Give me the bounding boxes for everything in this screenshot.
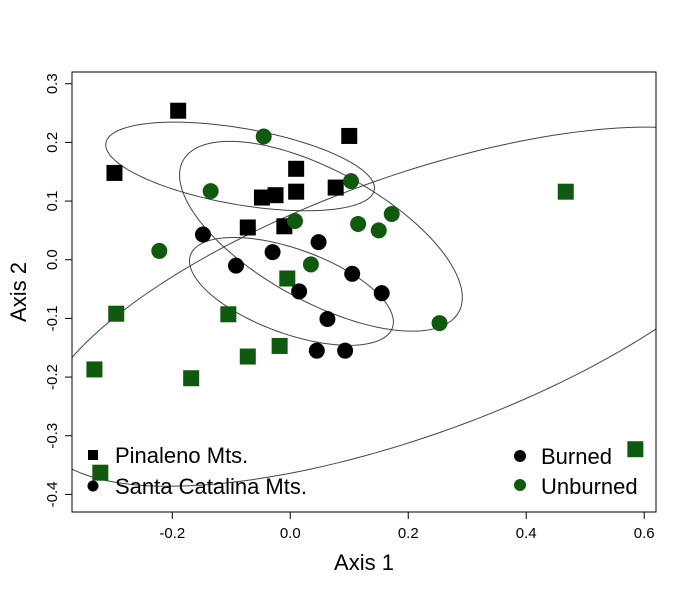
y-axis: -0.4 -0.3 -0.2 -0.1 0.0 0.1 0.2 0.3 — [44, 73, 72, 507]
x-tick-label: 0.2 — [398, 525, 419, 542]
circle-point — [286, 213, 303, 230]
square-point — [220, 306, 237, 323]
x-tick-label: 0.4 — [516, 525, 537, 542]
square-point — [239, 219, 256, 236]
square-point — [92, 464, 109, 481]
square-point — [288, 160, 305, 177]
x-axis: -0.2 0.0 0.2 0.4 0.6 — [159, 512, 655, 542]
square-point — [271, 337, 288, 354]
circle-point — [202, 183, 219, 200]
circle-point — [319, 310, 336, 327]
y-tick-label: -0.2 — [44, 364, 61, 390]
x-axis-title: Axis 1 — [334, 550, 394, 575]
legend-site-label: Santa Catalina Mts. — [115, 474, 307, 499]
y-tick-label: -0.4 — [44, 481, 61, 507]
confidence-ellipse — [179, 140, 463, 332]
square-point — [557, 183, 574, 200]
circle-point — [343, 173, 360, 190]
x-tick-label: -0.2 — [159, 525, 185, 542]
square-point — [279, 270, 296, 287]
legend-condition: Burned Unburned — [514, 444, 638, 499]
confidence-ellipse — [72, 126, 656, 487]
legend-circle-marker — [87, 480, 99, 492]
y-tick-label: 0.3 — [44, 73, 61, 94]
circle-point — [151, 242, 168, 259]
y-tick-label: 0.2 — [44, 132, 61, 153]
square-point — [170, 102, 187, 119]
legend-condition-label: Unburned — [541, 474, 638, 499]
square-point — [253, 189, 270, 206]
x-tick-label: 0.6 — [634, 525, 655, 542]
circle-point — [431, 315, 448, 332]
confidence-ellipses — [72, 121, 656, 487]
square-point — [106, 164, 123, 181]
circle-point — [310, 234, 327, 251]
y-axis-title: Axis 2 — [6, 262, 31, 322]
circle-point — [227, 257, 244, 274]
square-point — [239, 348, 256, 365]
square-point — [86, 361, 103, 378]
circle-point — [194, 226, 211, 243]
legend-site-label: Pinaleno Mts. — [115, 443, 248, 468]
y-tick-label: 0.0 — [44, 249, 61, 270]
x-tick-label: 0.0 — [280, 525, 301, 542]
square-point — [108, 305, 125, 322]
circle-point — [373, 285, 390, 302]
confidence-ellipse — [105, 121, 375, 212]
legend-condition-label: Burned — [541, 444, 612, 469]
y-tick-label: -0.3 — [44, 423, 61, 449]
circle-point — [302, 256, 319, 273]
y-tick-label: -0.1 — [44, 305, 61, 331]
plot-frame — [71, 71, 657, 513]
square-point — [627, 441, 644, 458]
legend-unburned-marker — [514, 479, 526, 491]
legend-square-marker — [88, 450, 98, 460]
y-tick-label: 0.1 — [44, 191, 61, 212]
circle-point — [291, 283, 308, 300]
circle-point — [383, 205, 400, 222]
square-point — [327, 179, 344, 196]
square-point — [183, 370, 200, 387]
square-point — [288, 183, 305, 200]
circle-point — [255, 128, 272, 145]
circle-point — [370, 222, 387, 239]
circle-point — [308, 342, 325, 359]
legend-burned-marker — [514, 450, 526, 462]
circle-point — [350, 215, 367, 232]
square-point — [267, 187, 284, 204]
legend-site: Pinaleno Mts. Santa Catalina Mts. — [87, 443, 307, 499]
data-points — [86, 102, 644, 481]
circle-point — [337, 342, 354, 359]
square-point — [341, 127, 358, 144]
circle-point — [344, 265, 361, 282]
circle-point — [264, 244, 281, 261]
